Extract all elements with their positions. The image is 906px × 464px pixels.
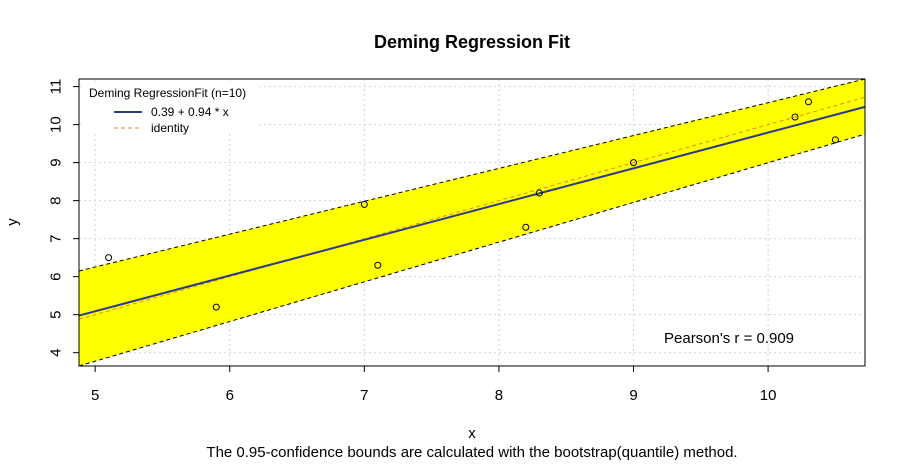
x-tick-label: 9: [629, 387, 637, 404]
data-point: [831, 136, 839, 144]
y-axis-ticks: 4 5 6 7 8 9 10 11: [48, 79, 79, 357]
identity-line: [78, 96, 866, 320]
regression-lines: [78, 96, 866, 320]
y-tick-label: 10: [48, 116, 65, 133]
y-axis-label: y: [4, 218, 21, 226]
data-point: [374, 261, 382, 269]
legend-identity-label: identity: [151, 121, 189, 135]
data-point: [522, 223, 530, 231]
y-tick-label: 7: [48, 234, 65, 242]
confidence-band-fill: [79, 79, 865, 366]
x-axis-label: x: [468, 425, 476, 442]
y-tick-label: 6: [48, 272, 65, 280]
chart-title: Deming Regression Fit: [374, 32, 570, 52]
data-points: [105, 98, 839, 311]
data-point: [791, 113, 799, 121]
lower-bound-line: [78, 133, 866, 367]
x-tick-label: 7: [360, 387, 368, 404]
legend-fit-label: 0.39 + 0.94 * x: [151, 105, 229, 119]
legend: Deming RegressionFit (n=10) 0.39 + 0.94 …: [82, 82, 258, 135]
y-tick-label: 8: [48, 196, 65, 204]
data-point: [105, 254, 113, 262]
data-point: [360, 200, 368, 208]
footnote: The 0.95-confidence bounds are calculate…: [206, 444, 737, 461]
x-tick-label: 8: [495, 387, 503, 404]
legend-background: [82, 82, 258, 134]
data-point: [630, 159, 638, 167]
data-point: [535, 189, 543, 197]
plot-frame: [78, 78, 866, 367]
correlation-annotation: Pearson's r = 0.909: [664, 330, 794, 347]
x-axis-ticks: 5 6 7 8 9 10: [91, 366, 776, 404]
y-tick-label: 9: [48, 158, 65, 166]
fit-line: [78, 105, 866, 317]
y-tick-label: 4: [48, 349, 65, 357]
confidence-band: [78, 78, 866, 367]
x-tick-label: 5: [91, 387, 99, 404]
y-tick-label: 11: [48, 79, 65, 95]
x-tick-label: 10: [760, 387, 777, 404]
data-point: [804, 98, 812, 106]
upper-bound-line: [78, 78, 866, 272]
data-point: [212, 303, 220, 311]
x-tick-label: 6: [226, 387, 234, 404]
legend-title: Deming RegressionFit (n=10): [89, 86, 246, 100]
y-tick-label: 5: [48, 311, 65, 319]
